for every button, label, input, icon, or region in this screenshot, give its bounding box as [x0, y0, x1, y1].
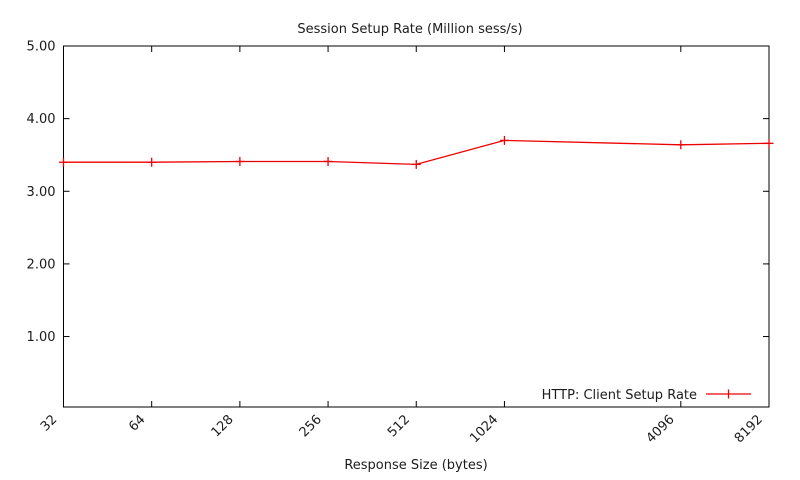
- y-tick-label: 5.00: [27, 40, 56, 55]
- series-polyline: [63, 139, 770, 166]
- legend-sample-line: [706, 389, 751, 399]
- x-axis-label: Response Size (bytes): [344, 458, 487, 473]
- chart-title: Session Setup Rate (Million sess/s): [297, 22, 522, 37]
- y-tick-label: 2.00: [27, 257, 56, 272]
- x-tick-label: 256: [297, 412, 325, 440]
- x-tick-label: 1024: [467, 412, 501, 446]
- x-tick-label: 8192: [732, 412, 766, 446]
- axes-layer: 32 64 128 256 512 1024 4096 8192 1.00 2.00 3.00 4.0…: [27, 40, 770, 446]
- x-tick-label: 512: [385, 412, 413, 440]
- data-series-line: [59, 135, 774, 169]
- x-tick-label: 4096: [644, 412, 678, 446]
- plot-border: [63, 45, 770, 408]
- y-tick-label: 1.00: [27, 330, 56, 345]
- y-tick-label: 4.00: [27, 112, 56, 127]
- x-tick-label: 128: [209, 412, 237, 440]
- y-tick-label: 3.00: [27, 185, 56, 200]
- legend-label: HTTP: Client Setup Rate: [542, 388, 697, 403]
- x-tick-label: 32: [38, 412, 60, 434]
- x-tick-label: 64: [126, 412, 148, 434]
